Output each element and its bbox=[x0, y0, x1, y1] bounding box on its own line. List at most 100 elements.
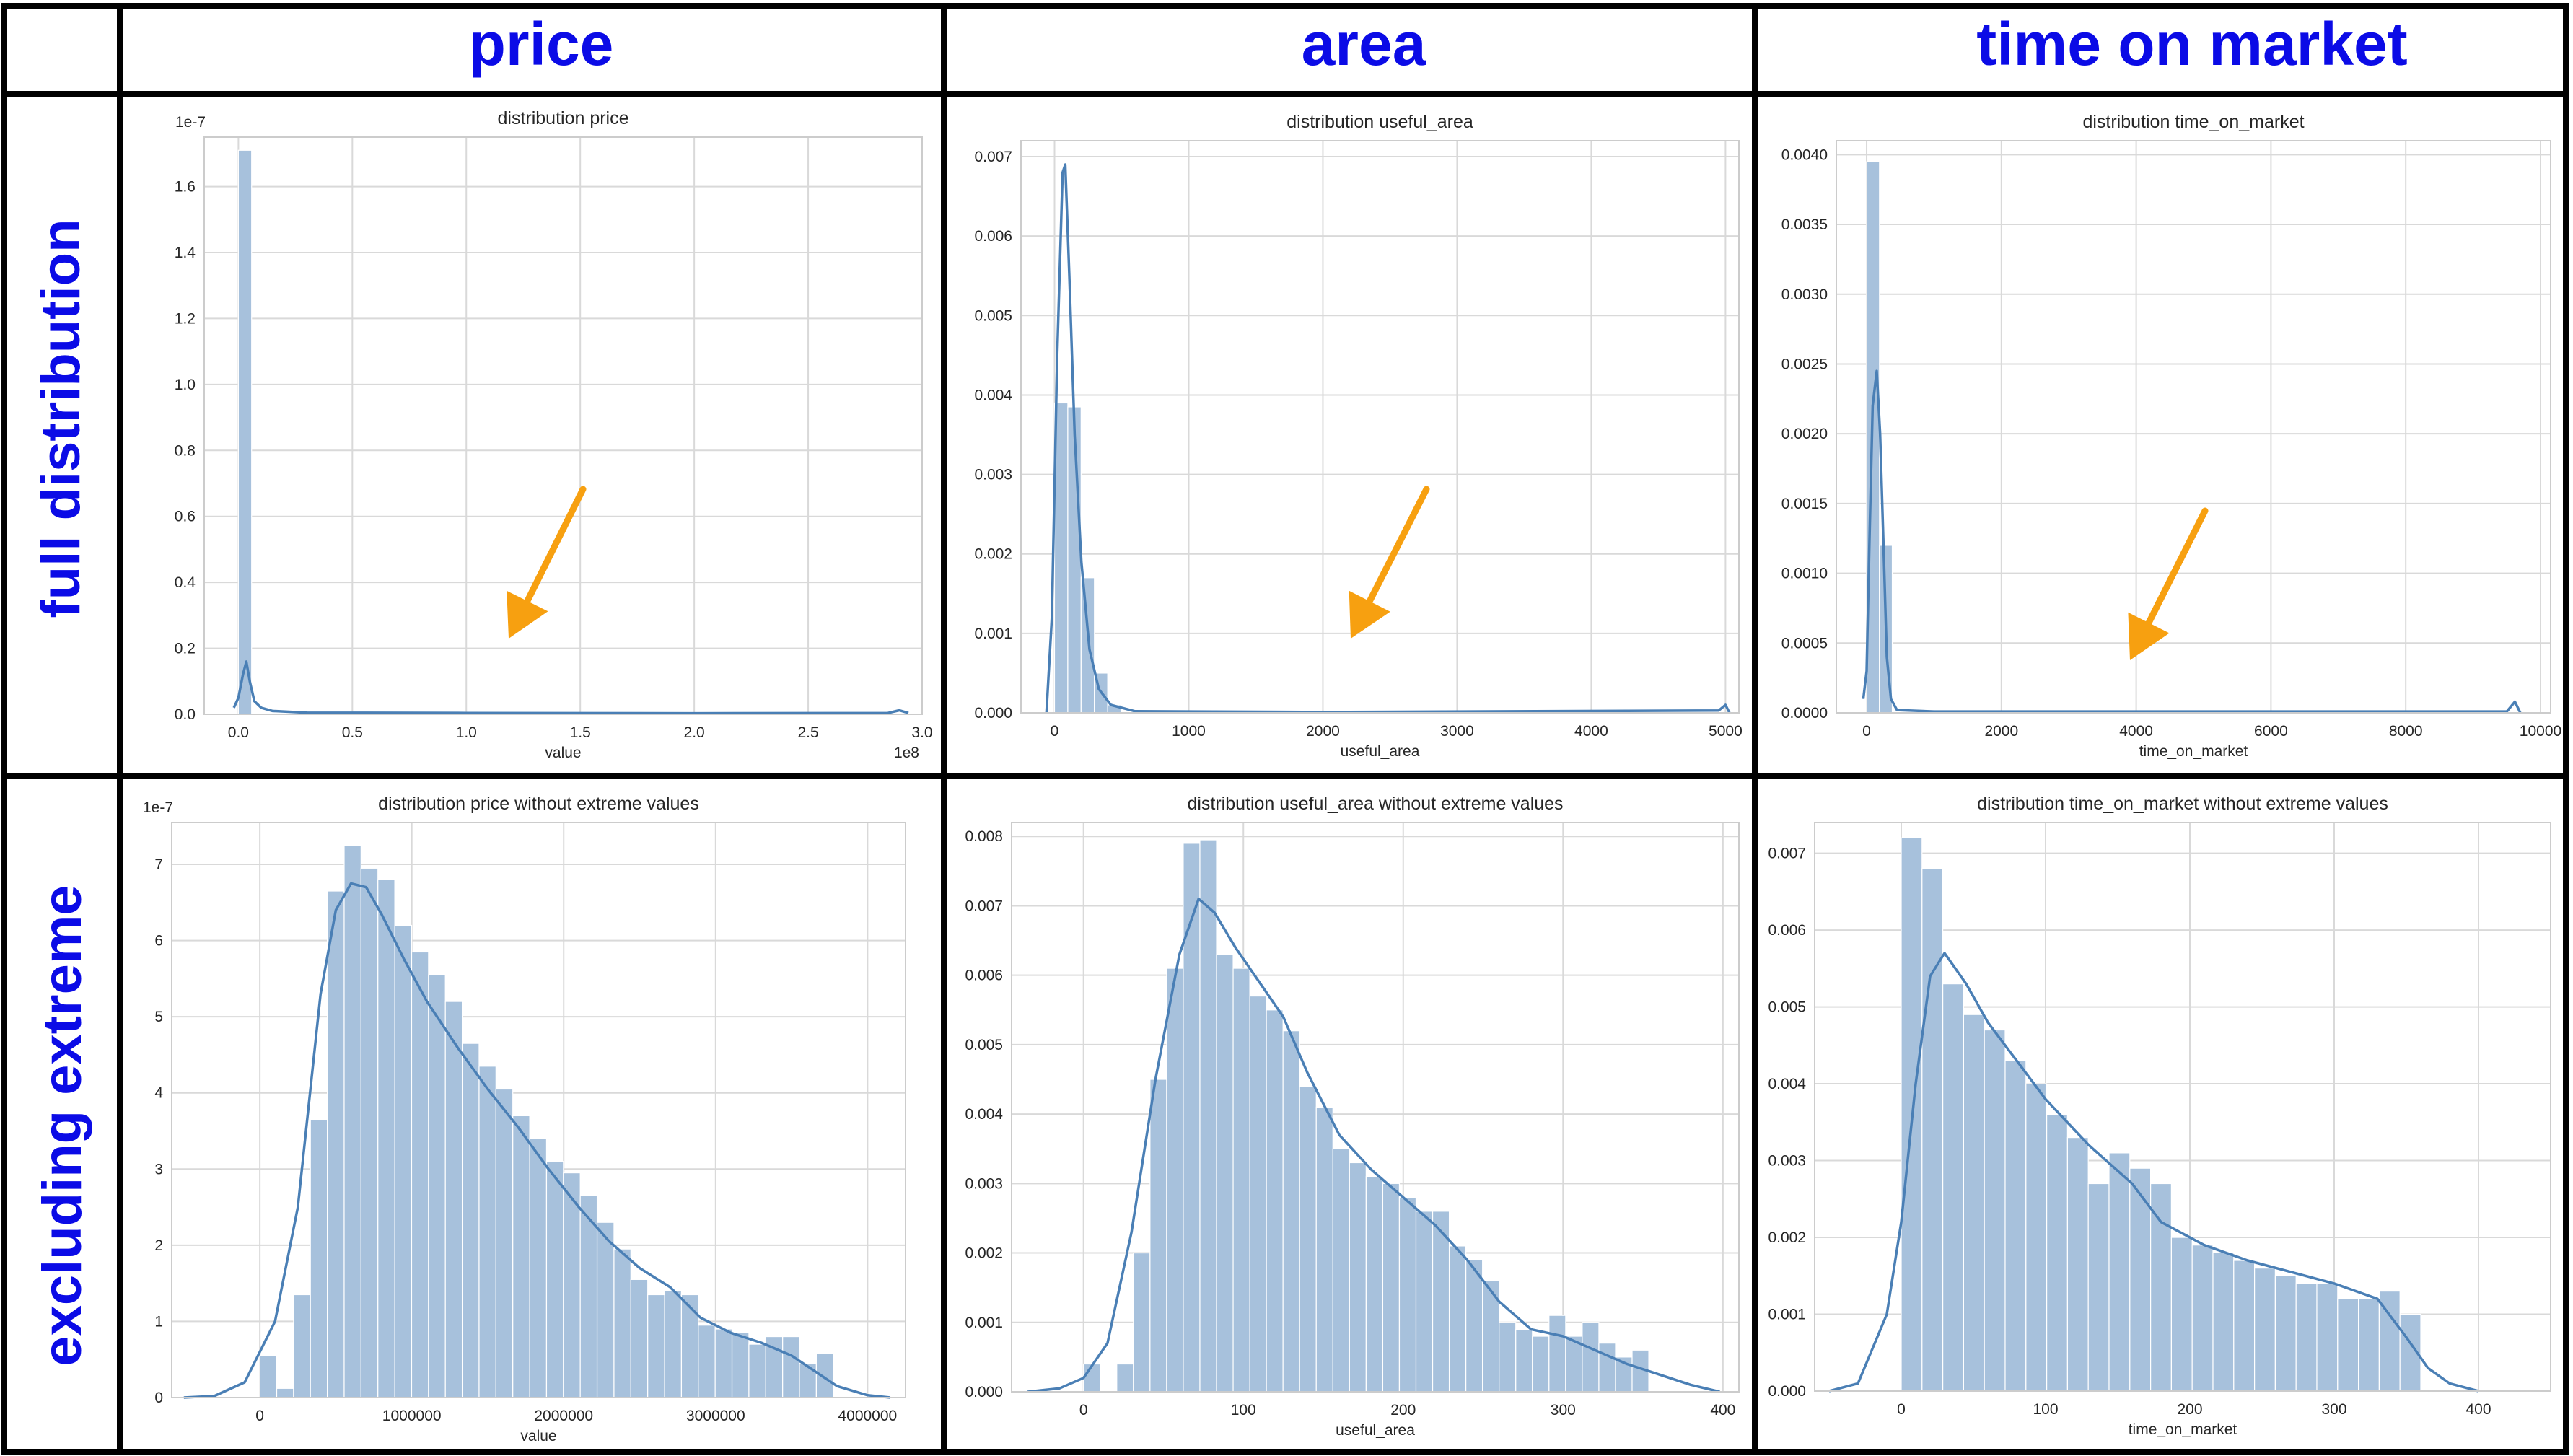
histogram-bar bbox=[259, 1355, 278, 1398]
histogram-bar bbox=[1515, 1328, 1533, 1393]
histogram-bar bbox=[1901, 837, 1923, 1392]
kde-line bbox=[1862, 369, 2522, 714]
histogram-bar bbox=[799, 1362, 818, 1398]
y-tick-label: 0.0025 bbox=[1781, 356, 1828, 372]
x-tick-label: 0.5 bbox=[342, 724, 363, 741]
x-tick-label: 2.5 bbox=[797, 724, 818, 741]
kde-line bbox=[232, 660, 909, 715]
y-tick-label: 0.004 bbox=[965, 1106, 1003, 1123]
histogram-bar bbox=[748, 1343, 766, 1398]
histogram-bar bbox=[377, 879, 395, 1398]
y-tick-label: 0.005 bbox=[965, 1037, 1003, 1053]
y-tick-label: 0.006 bbox=[974, 228, 1012, 245]
histogram-bar bbox=[2212, 1252, 2235, 1392]
x-tick-label: 1.5 bbox=[570, 724, 591, 741]
histogram-bar bbox=[664, 1290, 683, 1398]
chart-3: distribution time_on_market 0 2000 4000 6000… bbox=[1781, 112, 2561, 760]
histogram-bar bbox=[1349, 1162, 1367, 1393]
x-axis-label: useful_area bbox=[1341, 743, 1420, 760]
x-tick-label: 2000 bbox=[1306, 723, 1340, 740]
chart-title: distribution time_on_market without extr… bbox=[1977, 794, 2388, 814]
histogram-bar bbox=[1963, 1014, 1985, 1392]
x-tick-label: 6000 bbox=[2254, 723, 2288, 740]
y-axis-multiplier: 1e-7 bbox=[143, 799, 173, 816]
plot-area bbox=[1020, 140, 1740, 714]
y-tick-label: 5 bbox=[154, 1009, 163, 1025]
histogram-bar bbox=[1232, 968, 1250, 1393]
histogram-bar bbox=[1365, 1176, 1384, 1393]
y-tick-label: 0.0005 bbox=[1781, 635, 1828, 652]
histogram-bar bbox=[1921, 868, 1944, 1392]
y-tick-label: 0.000 bbox=[1768, 1383, 1806, 1400]
y-tick-label: 0.001 bbox=[974, 626, 1012, 642]
y-tick-label: 0.008 bbox=[965, 828, 1003, 845]
y-tick-label: 0.000 bbox=[974, 705, 1012, 722]
histogram-bar bbox=[1133, 1252, 1151, 1393]
plot-area bbox=[1011, 822, 1740, 1393]
kde-line bbox=[1828, 952, 2479, 1393]
x-tick-label: 3000 bbox=[1440, 723, 1474, 740]
x-tick-label: 3.0 bbox=[911, 724, 932, 741]
y-tick-label: 0.0000 bbox=[1781, 705, 1828, 722]
histogram-bar bbox=[1299, 1086, 1317, 1393]
x-axis-label: useful_area bbox=[1336, 1422, 1415, 1439]
histogram-bar bbox=[1548, 1315, 1566, 1393]
histogram-bar bbox=[647, 1294, 665, 1398]
histogram-bar bbox=[2254, 1268, 2276, 1392]
table-borders bbox=[1, 3, 2569, 1455]
x-axis-label: time_on_market bbox=[2129, 1421, 2237, 1438]
histogram-bar bbox=[2295, 1283, 2318, 1392]
y-tick-label: 0.002 bbox=[974, 546, 1012, 563]
y-tick-label: 0.003 bbox=[1768, 1153, 1806, 1170]
chart-title: distribution price without extreme value… bbox=[378, 794, 699, 814]
y-tick-label: 0.005 bbox=[1768, 999, 1806, 1016]
y-tick-label: 7 bbox=[154, 856, 163, 873]
column-header-price: price bbox=[469, 10, 614, 78]
x-tick-label: 8000 bbox=[2389, 723, 2423, 740]
histogram-bar bbox=[545, 1161, 564, 1398]
histogram-bar bbox=[444, 1001, 463, 1398]
chart-5: distribution useful_area without extreme… bbox=[965, 794, 1740, 1439]
histogram-bar bbox=[630, 1279, 649, 1398]
y-tick-label: 0.003 bbox=[974, 467, 1012, 483]
y-tick-label: 6 bbox=[154, 933, 163, 950]
x-tick-label: 2.0 bbox=[684, 724, 705, 741]
histogram-bar bbox=[2170, 1237, 2193, 1392]
histogram-bar bbox=[1282, 1030, 1300, 1393]
x-tick-label: 2000 bbox=[1984, 723, 2018, 740]
orange-arrow-icon bbox=[2128, 507, 2209, 660]
histogram-bar bbox=[495, 1088, 514, 1398]
histogram-bar bbox=[1532, 1336, 1550, 1393]
chart-title: distribution price bbox=[497, 108, 628, 128]
y-tick-label: 0.8 bbox=[175, 442, 196, 459]
x-axis-label: value bbox=[545, 745, 581, 761]
y-tick-label: 0.4 bbox=[175, 574, 196, 591]
y-tick-label: 0.006 bbox=[965, 968, 1003, 984]
histogram-bar bbox=[1942, 983, 1965, 1392]
x-tick-label: 300 bbox=[1551, 1402, 1576, 1418]
histogram-bar bbox=[461, 1043, 480, 1398]
histogram-bar bbox=[343, 845, 361, 1398]
x-tick-label: 1.0 bbox=[456, 724, 477, 741]
x-tick-label: 400 bbox=[1710, 1402, 1735, 1418]
row-header-excluding-extreme: excluding extreme bbox=[32, 885, 93, 1366]
x-tick-label: 300 bbox=[2321, 1401, 2346, 1418]
histogram-bar bbox=[1083, 1363, 1101, 1393]
histogram-bar bbox=[1249, 995, 1267, 1393]
histogram-bar bbox=[1166, 968, 1184, 1393]
column-header-area: area bbox=[1302, 10, 1427, 78]
chart-cell bbox=[1752, 773, 2569, 1455]
kde-line bbox=[1045, 163, 1731, 714]
chart-title: distribution useful_area bbox=[1286, 112, 1473, 132]
histogram-bar bbox=[411, 951, 429, 1398]
histogram-bar bbox=[1499, 1322, 1517, 1393]
x-axis-label: value bbox=[520, 1428, 556, 1444]
histogram-bar bbox=[2150, 1183, 2173, 1392]
y-tick-label: 0 bbox=[154, 1390, 163, 1406]
histogram-bar bbox=[2191, 1245, 2214, 1392]
kde-line bbox=[183, 882, 891, 1399]
histogram-bar bbox=[237, 149, 253, 715]
y-tick-label: 0.2 bbox=[175, 641, 196, 657]
y-tick-label: 0.007 bbox=[1768, 846, 1806, 862]
histogram-bar bbox=[782, 1336, 800, 1398]
